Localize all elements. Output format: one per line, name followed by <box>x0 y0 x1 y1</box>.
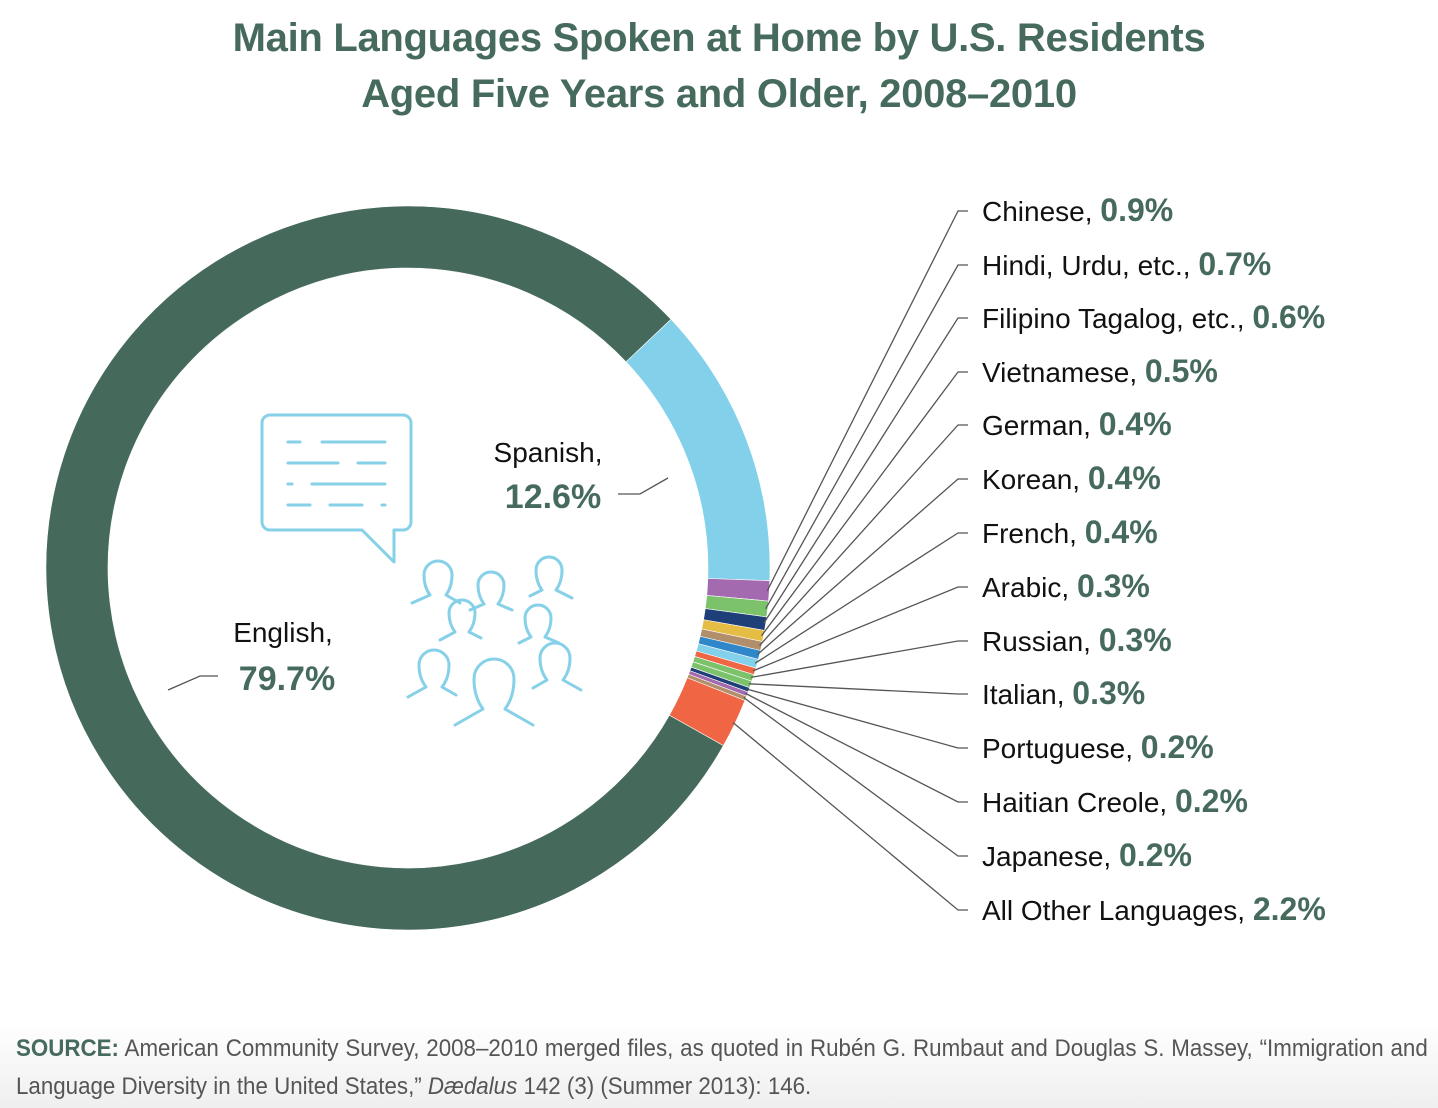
leader-line <box>757 478 968 655</box>
english-label: English, 79.7% <box>167 617 335 698</box>
slice-english <box>45 205 724 931</box>
legend-label-value: 0.3% <box>1099 622 1172 658</box>
leader-line <box>761 371 968 637</box>
legend-label-value: 0.4% <box>1085 514 1158 550</box>
legend-label-value: 0.3% <box>1072 675 1145 711</box>
legend-label: Portuguese, 0.2% <box>982 729 1214 765</box>
legend-label-name: Haitian Creole, <box>982 787 1175 818</box>
legend-label: Haitian Creole, 0.2% <box>982 783 1248 819</box>
legend-label-name: Russian, <box>982 626 1099 657</box>
legend-label: German, 0.4% <box>982 406 1172 442</box>
legend-label-value: 0.2% <box>1175 783 1248 819</box>
source-note: SOURCE: American Community Survey, 2008–… <box>16 1030 1428 1106</box>
spanish-label: Spanish, 12.6% <box>494 437 669 516</box>
legend-label: Russian, 0.3% <box>982 622 1172 658</box>
legend-label-value: 0.6% <box>1252 299 1325 335</box>
leader-line <box>748 683 968 695</box>
leader-line <box>750 640 968 678</box>
leader-line <box>759 424 968 647</box>
english-label-name: English, <box>233 617 333 648</box>
legend-label-value: 0.9% <box>1100 192 1173 228</box>
spanish-leader-line <box>618 477 669 495</box>
legend-label: Hindi, Urdu, etc., 0.7% <box>982 246 1271 282</box>
legend-label-name: Arabic, <box>982 572 1077 603</box>
legend-label: Filipino Tagalog, etc., 0.6% <box>982 299 1325 335</box>
leader-line <box>732 722 968 911</box>
speech-bubble-icon <box>260 413 413 564</box>
leader-line <box>752 586 968 672</box>
source-citation: 142 (3) (Summer 2013): 146. <box>517 1073 812 1100</box>
people-group-icon <box>406 555 583 727</box>
footer-band <box>0 1020 1438 1108</box>
legend-label: Korean, 0.4% <box>982 460 1161 496</box>
english-leader-line <box>167 675 218 691</box>
donut-slices <box>45 205 771 931</box>
leader-line <box>765 264 968 610</box>
leader-line <box>763 317 968 624</box>
source-journal: Dædalus <box>427 1073 518 1100</box>
legend-label-name: All Other Languages, <box>982 895 1253 926</box>
legend-label-value: 0.3% <box>1077 568 1150 604</box>
legend-label: French, 0.4% <box>982 514 1158 550</box>
legend-label-name: French, <box>982 518 1085 549</box>
leader-line <box>746 688 968 749</box>
legend-label-value: 0.2% <box>1119 837 1192 873</box>
legend-label-value: 0.5% <box>1145 353 1218 389</box>
spanish-label-name: Spanish, <box>494 437 603 468</box>
chart-title-line1: Main Languages Spoken at Home by U.S. Re… <box>232 16 1206 60</box>
chart-title: Main Languages Spoken at Home by U.S. Re… <box>0 10 1438 122</box>
english-label-value: 79.7% <box>239 660 335 698</box>
source-text: American Community Survey, 2008–2010 mer… <box>16 1035 1428 1100</box>
legend-label-name: Filipino Tagalog, etc., <box>982 303 1252 334</box>
legend-label-name: Korean, <box>982 464 1088 495</box>
legend-label: Italian, 0.3% <box>982 675 1145 711</box>
legend-label-value: 2.2% <box>1253 891 1326 927</box>
leader-line <box>743 697 968 857</box>
legend-label-value: 0.4% <box>1099 406 1172 442</box>
right-labels: Chinese, 0.9% Hindi, Urdu, etc., 0.7% Fili… <box>982 192 1326 927</box>
legend-label: All Other Languages, 2.2% <box>982 891 1326 927</box>
legend-label-value: 0.2% <box>1141 729 1214 765</box>
slice-spanish <box>625 318 771 581</box>
leader-line <box>745 692 968 803</box>
legend-label-name: Vietnamese, <box>982 357 1145 388</box>
legend-label-name: Chinese, <box>982 196 1100 227</box>
legend-label: Vietnamese, 0.5% <box>982 353 1218 389</box>
legend-label-name: Portuguese, <box>982 733 1141 764</box>
legend-label: Arabic, 0.3% <box>982 568 1150 604</box>
donut-chart: Chinese, 0.9% Hindi, Urdu, etc., 0.7% Fili… <box>45 192 1326 931</box>
legend-label-name: Hindi, Urdu, etc., <box>982 250 1198 281</box>
leader-line <box>766 210 968 592</box>
leader-lines <box>732 210 968 911</box>
legend-label-value: 0.7% <box>1198 246 1271 282</box>
source-prefix: SOURCE: <box>16 1035 119 1062</box>
legend-label-name: Japanese, <box>982 841 1119 872</box>
legend-label: Chinese, 0.9% <box>982 192 1173 228</box>
leader-line <box>754 532 968 664</box>
legend-label-name: Italian, <box>982 679 1072 710</box>
chart-title-line2: Aged Five Years and Older, 2008–2010 <box>361 72 1077 116</box>
legend-label-value: 0.4% <box>1088 460 1161 496</box>
legend-label: Japanese, 0.2% <box>982 837 1192 873</box>
spanish-label-value: 12.6% <box>505 478 601 516</box>
legend-label-name: German, <box>982 410 1099 441</box>
